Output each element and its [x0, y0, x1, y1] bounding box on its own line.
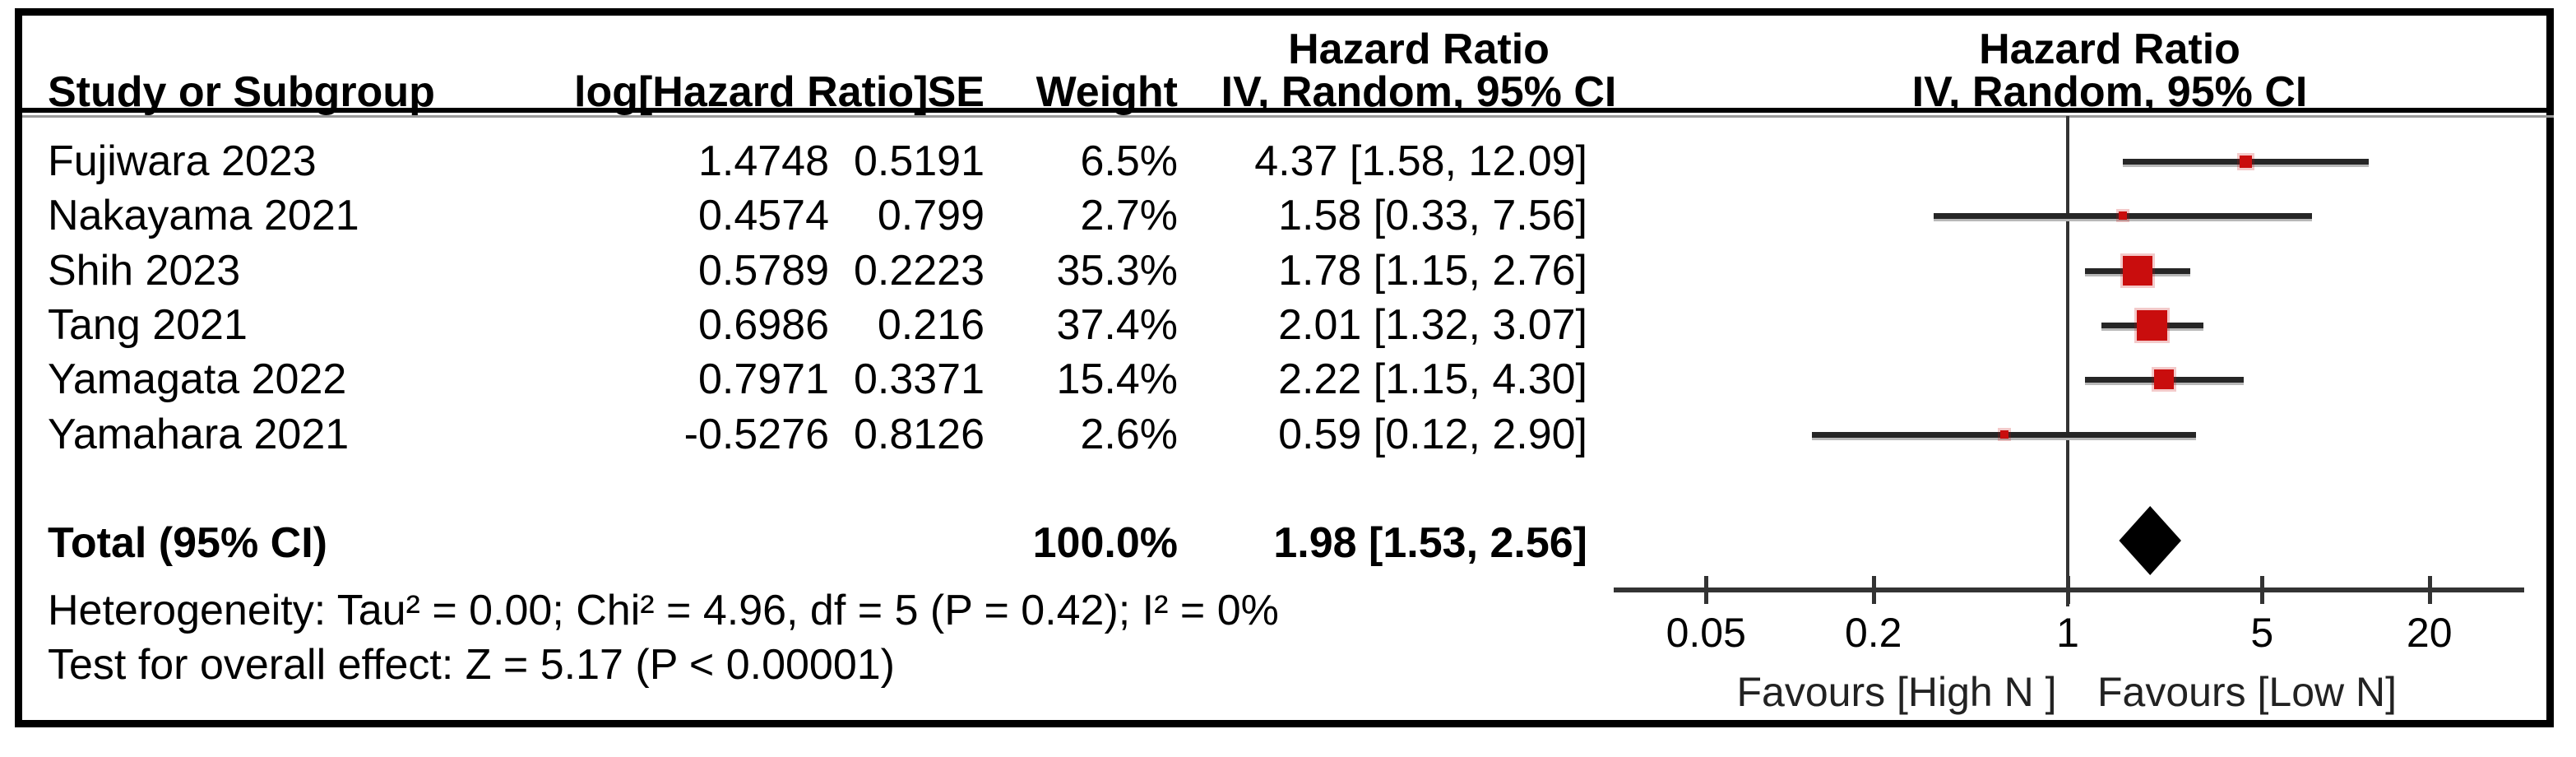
total-weight: 100.0%	[1032, 519, 1178, 567]
axis-tick	[1704, 576, 1709, 604]
log-hr-value: 0.4574	[697, 192, 829, 239]
weight-value: 2.7%	[1080, 192, 1178, 239]
ci-value: 1.58 [0.33, 7.56]	[1278, 192, 1587, 239]
no-effect-line	[2066, 116, 2069, 606]
total-ci: 1.98 [1.53, 2.56]	[1273, 519, 1587, 567]
ci-value: 2.22 [1.15, 4.30]	[1278, 355, 1587, 403]
axis-tick	[2066, 576, 2070, 604]
weight-value: 6.5%	[1080, 137, 1178, 185]
weight-value: 37.4%	[1056, 301, 1178, 349]
se-value: 0.2223	[853, 247, 985, 295]
axis-tick-label: 1	[2056, 610, 2079, 656]
effect-square	[2119, 211, 2128, 220]
effect-square	[1999, 430, 2008, 439]
mid-effect-title: Hazard Ratio	[1288, 26, 1550, 73]
figure-border	[15, 8, 2554, 727]
effect-square	[2239, 155, 2252, 168]
effect-square	[2136, 309, 2167, 341]
se-value: 0.216	[877, 301, 985, 349]
table-row: Yamahara 2021 -0.5276 0.8126 2.6% 0.59 […	[0, 407, 2576, 462]
heterogeneity-text: Heterogeneity: Tau² = 0.00; Chi² = 4.96,…	[48, 587, 1279, 634]
axis-tick-label: 0.05	[1666, 610, 1746, 656]
favours-left-label: Favours [High N ]	[1736, 669, 2057, 715]
table-row: Tang 2021 0.6986 0.216 37.4% 2.01 [1.32,…	[0, 298, 2576, 352]
header-rule-shadow	[22, 115, 2554, 118]
study-name: Tang 2021	[48, 301, 248, 349]
log-hr-value: 1.4748	[697, 137, 829, 185]
total-label: Total (95% CI)	[48, 519, 327, 567]
axis-tick	[2427, 576, 2432, 604]
log-hr-value: -0.5276	[683, 411, 829, 458]
header-row-1: Hazard Ratio Hazard Ratio	[0, 22, 2576, 77]
se-value: 0.8126	[853, 411, 985, 458]
total-row: Total (95% CI) 100.0% 1.98 [1.53, 2.56]	[0, 516, 2576, 570]
se-value: 0.799	[877, 192, 985, 239]
axis-tick	[1871, 576, 1876, 604]
log-hr-value: 0.5789	[697, 247, 829, 295]
graph-effect-title: Hazard Ratio	[1979, 26, 2240, 73]
header-rule	[22, 108, 2554, 113]
weight-value: 35.3%	[1056, 247, 1178, 295]
axis-tick-label: 20	[2406, 610, 2453, 656]
study-name: Nakayama 2021	[48, 192, 359, 239]
overall-effect-text: Test for overall effect: Z = 5.17 (P < 0…	[48, 641, 895, 689]
weight-value: 15.4%	[1056, 355, 1178, 403]
log-hr-value: 0.6986	[697, 301, 829, 349]
study-name: Yamagata 2022	[48, 355, 347, 403]
table-row: Nakayama 2021 0.4574 0.799 2.7% 1.58 [0.…	[0, 188, 2576, 243]
ci-value: 1.78 [1.15, 2.76]	[1278, 247, 1587, 295]
table-row: Shih 2023 0.5789 0.2223 35.3% 1.78 [1.15…	[0, 244, 2576, 298]
effect-square	[2154, 369, 2175, 389]
axis-tick-label: 5	[2250, 610, 2274, 656]
effect-square	[2122, 256, 2152, 286]
study-name: Yamahara 2021	[48, 411, 350, 458]
favours-right-label: Favours [Low N]	[2096, 669, 2397, 715]
se-value: 0.3371	[853, 355, 985, 403]
ci-value: 2.01 [1.32, 3.07]	[1278, 301, 1587, 349]
log-hr-value: 0.7971	[697, 355, 829, 403]
study-name: Fujiwara 2023	[48, 137, 317, 185]
axis-tick	[2260, 576, 2265, 604]
weight-value: 2.6%	[1080, 411, 1178, 458]
se-value: 0.5191	[853, 137, 985, 185]
table-row: Fujiwara 2023 1.4748 0.5191 6.5% 4.37 [1…	[0, 134, 2576, 188]
axis-tick-label: 0.2	[1844, 610, 1902, 656]
table-row: Yamagata 2022 0.7971 0.3371 15.4% 2.22 […	[0, 352, 2576, 406]
study-name: Shih 2023	[48, 247, 241, 295]
ci-value: 0.59 [0.12, 2.90]	[1278, 411, 1587, 458]
ci-value: 4.37 [1.58, 12.09]	[1254, 137, 1587, 185]
